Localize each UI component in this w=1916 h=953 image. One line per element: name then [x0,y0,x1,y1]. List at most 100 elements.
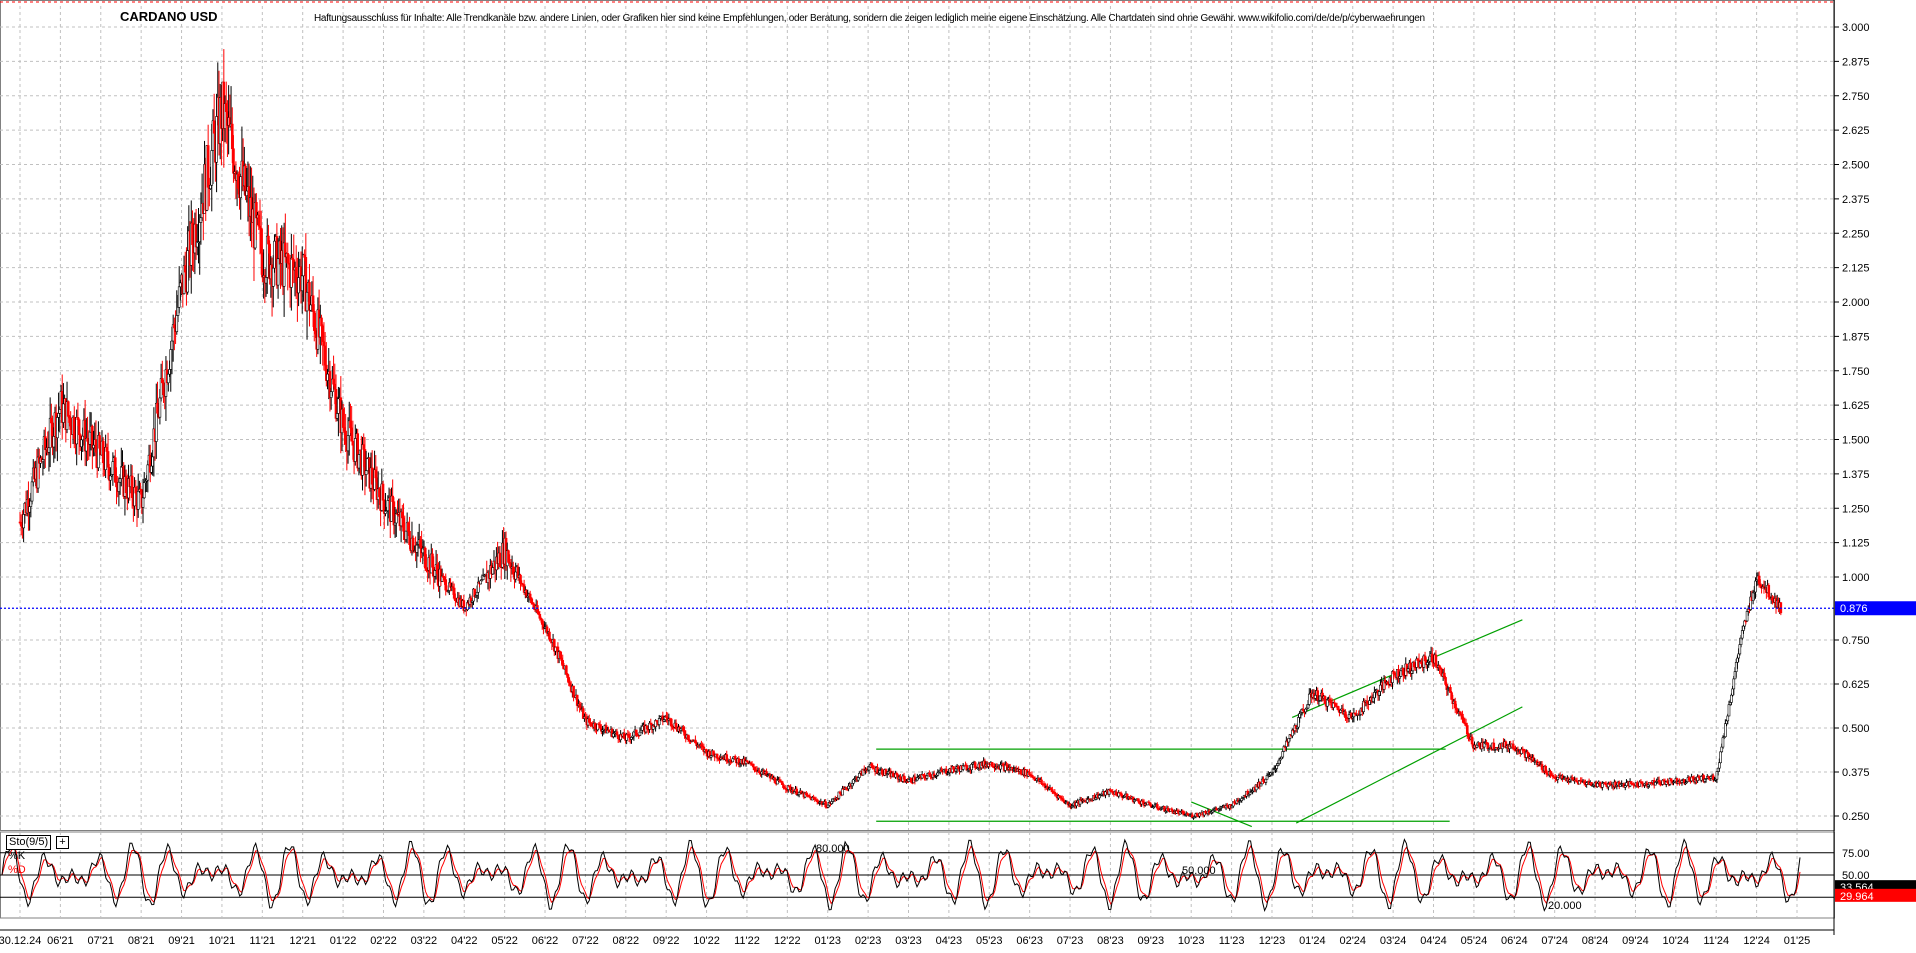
candle-body [206,145,210,188]
candle-body [50,417,53,424]
candle-body [349,420,352,429]
x-tick-label: 10'23 [1178,935,1205,947]
candle-body [343,427,346,432]
candle-body [335,413,339,419]
candle-body [311,295,315,312]
candle-body [332,378,335,385]
candle-body [408,531,411,545]
candle-body [1716,767,1720,772]
candle-body [1636,782,1639,787]
candle-body [990,762,994,767]
candle-body [322,341,326,347]
x-tick-label: 02'23 [855,935,882,947]
candle-body [567,677,571,684]
candle-body [80,439,83,448]
candle-body [353,438,357,462]
candle-body [593,722,597,729]
candle-body [271,267,275,287]
candle-body [572,685,575,698]
candle-body [952,766,955,770]
candle-body [314,330,317,335]
candle-body [514,571,517,580]
x-tick-label: 04'24 [1420,935,1447,947]
candle-body [1467,733,1470,738]
candle-body [177,286,181,308]
candle-body [902,775,906,780]
x-tick-label: 07'24 [1541,935,1568,947]
candle-body [1368,700,1371,705]
candle-body [858,772,861,778]
candle-body [199,217,203,223]
candle-body [393,522,397,526]
y-tick-label: 0.375 [1842,767,1870,779]
indicator-name-label[interactable]: Sto(9/5) [6,835,52,850]
candle-body [297,277,300,294]
candle-body [88,431,92,445]
candle-body [944,768,948,774]
candle-body [309,304,312,311]
candle-body [559,651,562,659]
candle-body [134,487,138,494]
candle-body [19,521,23,527]
candle-body [101,440,105,464]
candle-body [443,577,446,580]
stoch-d-line [1,845,1801,905]
y-tick-label: 2.000 [1842,297,1870,309]
candle-body [158,397,162,418]
candle-body [351,440,355,446]
candle-body [1724,723,1727,738]
candle-body [1464,723,1468,726]
candle-body [1166,807,1170,811]
candle-body [645,725,649,730]
candle-body [1726,715,1730,722]
candle-body [29,500,33,507]
x-tick-label: 09'24 [1622,935,1649,947]
x-tick-label: 08'22 [613,935,640,947]
candle-body [1443,672,1446,678]
candle-body [1298,713,1301,718]
candle-body [498,552,502,567]
candle-body [392,501,396,526]
candle-body [682,726,685,731]
candle-body [867,766,871,771]
y-tick-label: 0.500 [1842,723,1870,735]
current-price-tag [1835,601,1916,616]
candle-body [1767,585,1771,598]
candle-body [321,325,325,342]
candle-body [76,417,80,420]
candle-body [146,464,150,481]
candle-body [532,603,536,609]
y-tick-label: 1.375 [1842,469,1870,481]
candle-body [1028,771,1031,776]
candle-body [111,461,115,475]
candle-body [419,539,422,547]
candle-body [454,598,457,602]
candle-body [1725,720,1728,724]
x-tick-label: 10'22 [693,935,720,947]
candle-body [1182,811,1186,816]
candle-body [1277,759,1281,764]
candle-body [402,517,405,532]
candle-body [929,774,932,778]
candle-body [909,777,913,783]
candle-body [925,775,929,779]
candle-body [124,476,128,494]
y-tick-label: 2.875 [1842,56,1870,68]
candle-body [1721,737,1725,748]
candle-body [826,804,830,808]
candle-body [239,176,243,198]
candle-body [641,725,644,731]
x-tick-label: 01'23 [814,935,841,947]
candle-body [415,544,419,553]
stoch-level-20-label: 20.000 [1548,900,1582,912]
candle-body [1740,630,1744,639]
x-tick-label: 04'23 [936,935,963,947]
candle-body [130,475,134,498]
candle-body [333,383,337,390]
indicator-expand-button[interactable]: + [56,836,69,849]
y-tick-label: 0.250 [1842,811,1870,823]
candle-body [91,425,94,449]
candle-body [1629,781,1633,784]
candle-body [294,267,298,283]
candle-body [1658,781,1662,785]
